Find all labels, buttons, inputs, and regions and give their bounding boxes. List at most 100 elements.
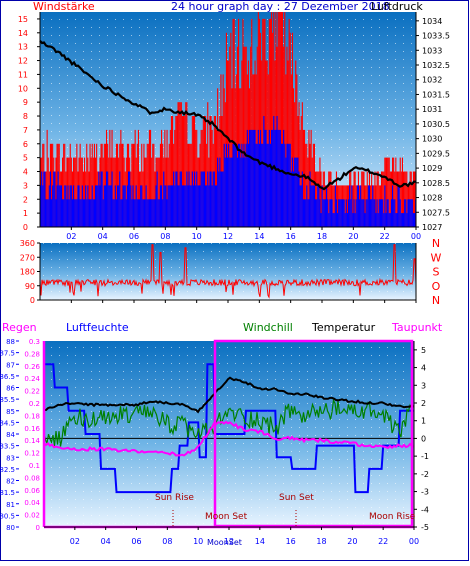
wind-tick-label: 15 — [18, 15, 28, 24]
wind-average-bar — [194, 171, 196, 227]
humidity-tick-label: 86.5 — [0, 373, 15, 381]
wind-average-bar — [141, 185, 143, 227]
wind-average-bar — [78, 185, 80, 227]
wind-average-bar — [334, 185, 336, 227]
wind-gust-bar — [332, 185, 334, 227]
wind-average-bar — [132, 185, 134, 227]
wind-average-bar — [343, 199, 345, 227]
temperature-time-tick-label: 20 — [347, 537, 357, 546]
rain-tick-label: 0.02 — [24, 512, 40, 520]
wind-average-bar — [344, 213, 346, 227]
wind-gust-bar — [80, 157, 82, 227]
wind-average-bar — [85, 185, 87, 227]
wind-average-bar — [66, 199, 68, 227]
rain-tick-label: 0.1 — [29, 462, 40, 470]
rain-tick-label: 0.26 — [24, 363, 40, 371]
pressure-axis-ticks: 1027 1027.5 1028 1028.5 1029 1029.5 1030 1030.5… — [416, 17, 450, 232]
wind-average-bar — [266, 143, 268, 227]
wind-average-bar — [58, 185, 60, 227]
wind-average-bar — [246, 129, 248, 227]
wind-average-bar — [167, 185, 169, 227]
wind-gust-bar — [300, 116, 302, 227]
wind-gust-bar — [68, 157, 70, 227]
wind-average-bar — [199, 185, 201, 227]
wind-average-bar — [43, 171, 45, 227]
wind-gust-bar — [366, 171, 368, 227]
wind-gust-bar — [147, 143, 149, 227]
wind-average-bar — [211, 185, 213, 227]
wind-gust-bar — [401, 157, 403, 227]
wind-gust-bar — [310, 129, 312, 227]
wind-gust-bar — [293, 88, 295, 227]
wind-average-bar — [153, 199, 155, 227]
wind-gust-bar — [304, 129, 306, 227]
wind-gust-bar — [115, 143, 117, 227]
wind-average-bar — [125, 199, 127, 227]
wind-average-bar — [140, 185, 142, 227]
wind-average-bar — [356, 185, 358, 227]
wind-average-bar — [213, 171, 215, 227]
wind-average-bar — [216, 185, 218, 227]
wind-average-bar — [310, 185, 312, 227]
wind-average-bar — [330, 199, 332, 227]
wind-average-bar — [235, 143, 237, 227]
wind-gust-bar — [205, 116, 207, 227]
wind-gust-bar — [399, 157, 401, 227]
wind-average-bar — [258, 143, 260, 227]
wind-strength-label: Windstärke — [33, 0, 95, 13]
wind-gust-bar — [374, 171, 376, 227]
wind-average-bar — [249, 129, 251, 227]
wind-average-bar — [238, 143, 240, 227]
wind-average-bar — [331, 199, 333, 227]
wind-average-bar — [233, 143, 235, 227]
wind-gust-bar — [354, 171, 356, 227]
legend-humidity: Luftfeuchte — [66, 321, 129, 334]
wind-average-bar — [357, 185, 359, 227]
wind-average-bar — [63, 199, 65, 227]
wind-average-bar — [262, 143, 264, 227]
direction-degree-ticks: 0 90 180 270 360 — [20, 239, 40, 305]
wind-average-bar — [241, 143, 243, 227]
wind-average-bar — [265, 129, 267, 227]
wind-average-bar — [71, 199, 73, 227]
wind-average-bar — [332, 213, 334, 227]
wind-average-bar — [190, 185, 192, 227]
temperature-time-tick-label: 02 — [70, 537, 80, 546]
wind-gust-bar — [74, 157, 76, 227]
wind-average-bar — [335, 199, 337, 227]
wind-gust-bar — [333, 185, 335, 227]
wind-average-bar — [184, 185, 186, 227]
wind-average-bar — [242, 157, 244, 227]
chart-title: 24 hour graph day : 27 Dezember 2018 — [171, 0, 390, 13]
wind-gust-bar — [55, 157, 57, 227]
humidity-tick-label: 87.5 — [0, 350, 15, 358]
wind-gust-bar — [287, 60, 289, 227]
wind-average-bar — [79, 199, 81, 227]
rain-tick-label: 0 — [36, 524, 40, 532]
wind-gust-bar — [139, 171, 141, 227]
wind-gust-bar — [330, 171, 332, 227]
wind-gust-bar — [285, 74, 287, 228]
time-tick-label: 20 — [348, 232, 358, 241]
wind-average-bar — [88, 199, 90, 227]
wind-gust-bar — [146, 143, 148, 227]
rain-tick-label: 0.14 — [24, 437, 40, 445]
wind-average-bar — [123, 185, 125, 227]
wind-average-bar — [207, 171, 209, 227]
wind-direction-line — [39, 244, 417, 299]
wind-gust-bar — [179, 102, 181, 227]
time-tick-label: 14 — [254, 232, 264, 241]
wind-average-bar — [288, 143, 290, 227]
rain-tick-label: 0.04 — [24, 499, 40, 507]
humidity-tick-label: 87 — [6, 361, 15, 369]
wind-average-bar — [299, 185, 301, 227]
wind-gust-bar — [102, 157, 104, 227]
wind-average-bar — [350, 199, 352, 227]
wind-gust-bar — [90, 157, 92, 227]
wind-average-bar — [378, 199, 380, 227]
wind-gust-bar — [376, 171, 378, 227]
wind-gust-bar — [377, 171, 379, 227]
wind-gust-bar — [183, 116, 185, 227]
